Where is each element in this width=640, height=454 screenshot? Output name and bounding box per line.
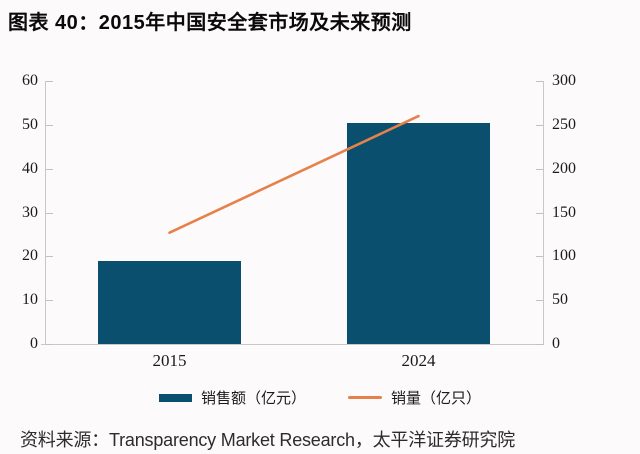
y-axis-right-tick: [536, 256, 543, 258]
source-note: 资料来源：Transparency Market Research，太平洋证券研…: [20, 430, 516, 450]
y-axis-right-tick-label: 200: [552, 159, 576, 177]
y-axis-right-tick-label: 0: [552, 335, 560, 352]
y-axis-right-tick: [536, 344, 543, 345]
bar-swatch-icon: [158, 393, 192, 402]
y-axis-left-tick: [46, 300, 53, 302]
legend-label-volume: 销量（亿只）: [391, 390, 482, 407]
y-axis-left-tick-label: 10: [22, 291, 38, 309]
y-axis-right-tick: [536, 168, 543, 170]
chart-title: 图表 40：2015年中国安全套市场及未来预测: [8, 12, 412, 34]
y-axis-left-tick: [46, 81, 53, 82]
y-axis-left-tick-label: 30: [22, 203, 38, 221]
x-axis-label-2015: 2015: [152, 351, 187, 370]
chart-legend: 销售额（亿元） 销量（亿只）: [0, 387, 640, 408]
y-axis-left-tick-label: 40: [22, 159, 38, 177]
y-axis-left-tick-label: 50: [22, 115, 38, 133]
legend-item-sales: 销售额（亿元）: [158, 387, 306, 408]
chart-plot-area: 0 10 20 30 40 50 60 0 50 100 150 200 250 300 2015 2024: [0, 60, 640, 380]
legend-label-sales: 销售额（亿元）: [200, 390, 306, 407]
y-axis-right-tick: [536, 81, 543, 82]
y-axis-left-tick: [46, 344, 53, 345]
y-axis-left-tick: [46, 124, 53, 126]
y-axis-left-tick: [46, 168, 53, 170]
trend-line: [168, 114, 420, 234]
y-axis-right-tick-label: 100: [552, 247, 576, 265]
bar-2024: [347, 122, 490, 344]
y-axis-right-line: [543, 81, 544, 344]
y-axis-right-tick: [536, 212, 543, 214]
y-axis-right-tick-label: 150: [552, 203, 576, 221]
y-axis-right-tick-label: 50: [552, 291, 568, 309]
line-swatch-icon: [348, 396, 382, 399]
y-axis-left-line: [45, 81, 46, 344]
bar-2015: [98, 260, 241, 344]
y-axis-left-tick: [46, 212, 53, 214]
y-axis-right-tick: [536, 300, 543, 302]
x-axis-line: [41, 344, 544, 345]
y-axis-left-tick-label: 0: [30, 335, 38, 352]
y-axis-left-tick: [46, 256, 53, 258]
y-axis-left-tick-label: 60: [22, 72, 38, 89]
y-axis-left-tick-label: 20: [22, 247, 38, 265]
y-axis-right-tick: [536, 124, 543, 126]
y-axis-right-tick-label: 250: [552, 115, 576, 133]
y-axis-right-tick-label: 300: [552, 72, 576, 89]
legend-item-volume: 销量（亿只）: [348, 387, 481, 408]
x-axis-label-2024: 2024: [401, 351, 436, 370]
